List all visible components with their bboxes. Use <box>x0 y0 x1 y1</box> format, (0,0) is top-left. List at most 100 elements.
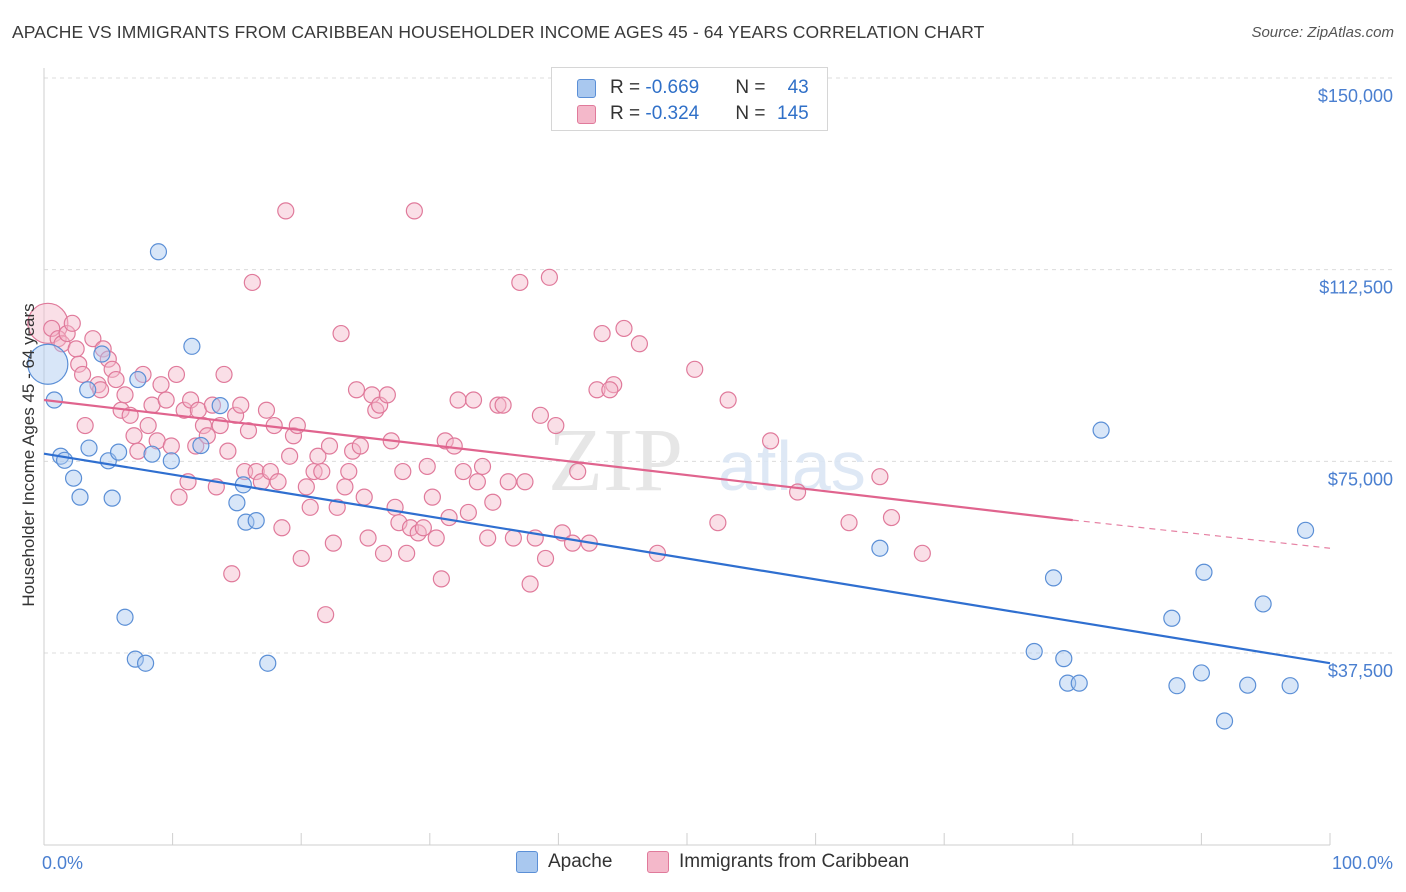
legend-r-label: R = <box>610 77 646 98</box>
caribbean-point <box>913 544 931 562</box>
apache-point <box>71 488 89 506</box>
legend-n-value: 43 <box>787 77 809 98</box>
caribbean-point <box>76 416 94 435</box>
apache-point <box>79 381 97 399</box>
apache-point <box>1092 421 1110 439</box>
legend-n-value: 145 <box>777 103 809 124</box>
legend-r-value: -0.324 <box>645 103 700 124</box>
legend-r-value: -0.669 <box>645 77 700 98</box>
caribbean-point <box>686 360 704 378</box>
caribbean-point <box>359 529 377 547</box>
apache-point <box>149 243 168 261</box>
caribbean-point <box>139 416 157 435</box>
caribbean-point <box>615 319 633 338</box>
caribbean-point <box>162 437 180 455</box>
caribbean-point <box>414 519 432 537</box>
caribbean-point <box>588 381 606 399</box>
caribbean-point <box>378 386 396 404</box>
caribbean-point <box>521 575 539 593</box>
apache-series <box>27 243 1315 730</box>
apache-legend-swatch <box>516 851 538 873</box>
caribbean-point <box>449 391 467 409</box>
caribbean-point <box>347 381 366 399</box>
caribbean-point <box>328 498 346 516</box>
caribbean-point <box>273 519 291 537</box>
caribbean-point <box>336 478 354 496</box>
caribbean-point <box>70 355 88 373</box>
caribbean-point <box>63 314 81 332</box>
caribbean-point <box>459 503 477 522</box>
caribbean-point <box>320 437 339 455</box>
y-tick-label: $75,000 <box>1328 469 1393 489</box>
caribbean-point <box>511 273 529 292</box>
caribbean-point <box>317 606 335 624</box>
x-tick-label: 100.0% <box>1332 853 1393 873</box>
caribbean-point <box>170 488 188 506</box>
legend-item-apache[interactable]: Apache <box>516 851 612 873</box>
caribbean-point <box>281 447 299 465</box>
apache-point <box>1163 609 1181 627</box>
caribbean-point <box>440 508 458 527</box>
caribbean-point <box>91 381 110 399</box>
caribbean-point <box>243 273 261 292</box>
apache-point <box>109 443 128 461</box>
caribbean-point <box>223 565 241 583</box>
trend-lines <box>43 398 1331 665</box>
apache-point <box>116 608 134 626</box>
caribbean-point <box>405 202 423 220</box>
apache-point <box>247 512 265 530</box>
apache-point <box>1239 676 1257 694</box>
apache-point <box>162 452 180 470</box>
legend-n-label: N = <box>735 77 771 98</box>
apache-point <box>1254 595 1272 613</box>
caribbean-point <box>454 462 472 481</box>
caribbean-point <box>536 549 555 568</box>
gridlines <box>44 77 1395 654</box>
caribbean-point <box>284 427 303 445</box>
y-tick-label: $37,500 <box>1328 661 1393 681</box>
caribbean-point <box>269 473 287 491</box>
axes <box>43 68 1331 846</box>
caribbean-point <box>840 514 858 532</box>
y-tick-label: $112,500 <box>1319 278 1393 298</box>
apache-point <box>55 451 74 469</box>
caribbean-point <box>386 498 404 516</box>
caribbean-point <box>324 534 342 552</box>
caribbean-point <box>107 370 125 389</box>
caribbean-point <box>432 570 450 588</box>
caribbean-point <box>103 360 121 378</box>
apache-trend-line <box>43 452 1331 665</box>
caribbean-point <box>301 498 319 516</box>
caribbean-point <box>394 462 412 481</box>
apache-point <box>1195 563 1213 581</box>
caribbean-point <box>709 514 727 532</box>
apache-point <box>64 469 83 487</box>
apache-point <box>1192 664 1211 682</box>
apache-point <box>93 345 111 363</box>
caribbean-legend-swatch <box>647 851 669 873</box>
caribbean-point <box>125 427 143 445</box>
caribbean-trend-line <box>43 398 1073 522</box>
series-legend: Apache Immigrants from Caribbean <box>0 851 1406 877</box>
caribbean-point <box>540 268 558 286</box>
caribbean-point <box>129 442 147 460</box>
apache-point <box>1070 674 1088 692</box>
caribbean-point <box>882 508 901 527</box>
caribbean-point <box>593 324 611 343</box>
x-tick-labels: 0.0% 100.0% <box>42 853 1393 873</box>
caribbean-point <box>215 365 233 384</box>
caribbean-point <box>761 432 780 450</box>
caribbean-legend-label: Immigrants from Caribbean <box>679 851 910 872</box>
caribbean-point <box>232 396 250 414</box>
caribbean-point <box>569 462 587 481</box>
caribbean-point <box>43 319 61 338</box>
caribbean-point <box>468 473 486 491</box>
apache-point <box>183 337 201 355</box>
caribbean-point <box>473 457 492 476</box>
legend-n-label: N = <box>735 103 771 124</box>
caribbean-point <box>277 202 295 220</box>
legend-item-caribbean[interactable]: Immigrants from Caribbean <box>647 851 909 873</box>
source-label: Source: ZipAtlas.com <box>1251 24 1394 41</box>
caribbean-point <box>499 473 517 491</box>
caribbean-point <box>427 529 445 547</box>
